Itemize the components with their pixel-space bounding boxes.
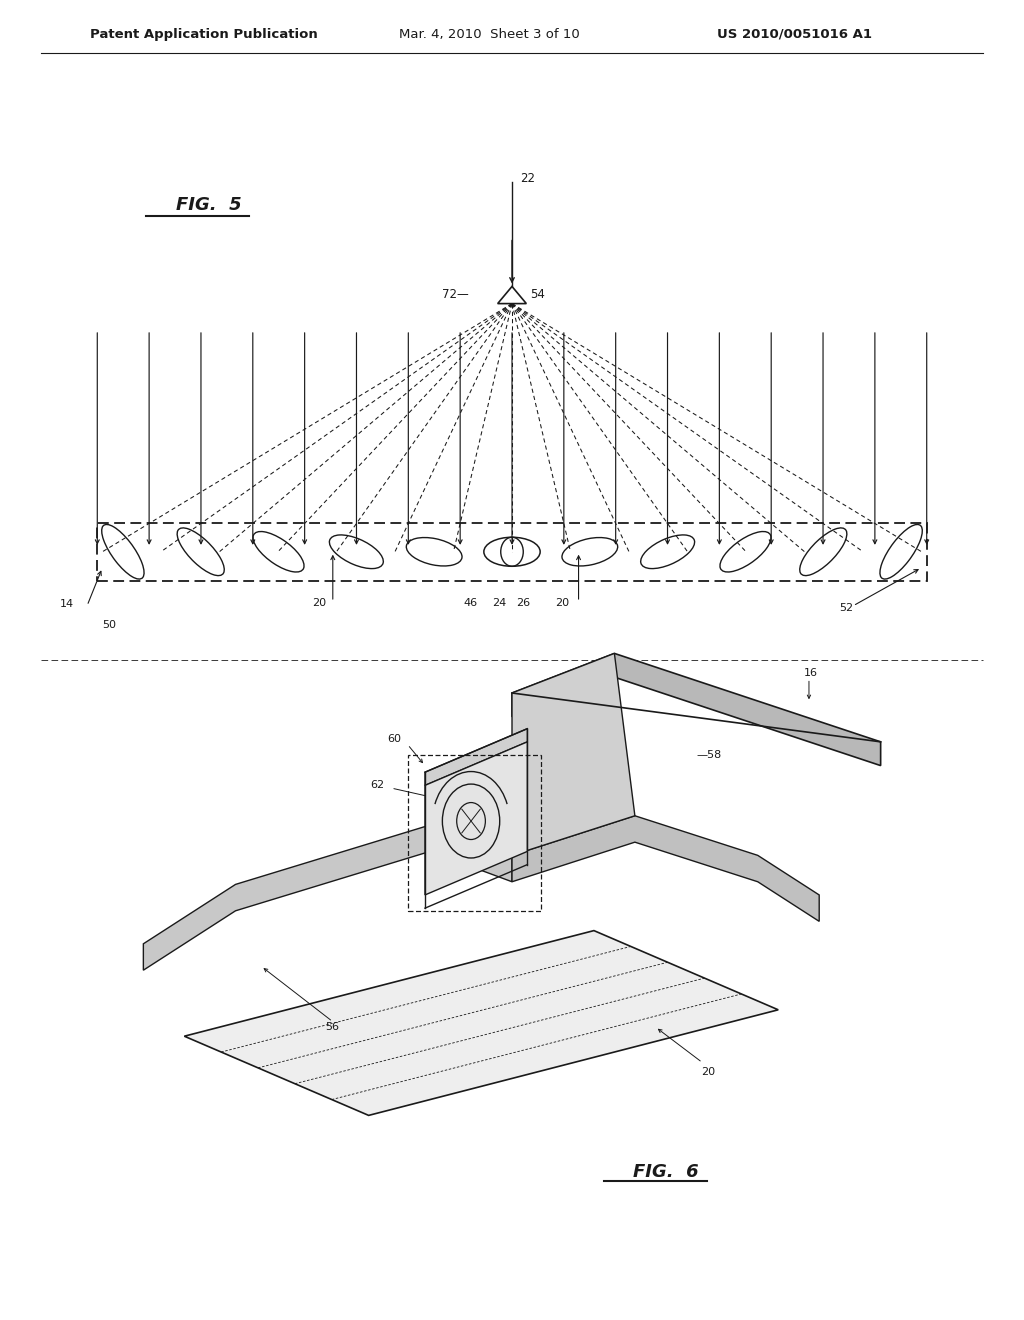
Text: 52: 52 [840, 603, 854, 614]
Text: 16: 16 [804, 668, 818, 678]
Text: 50: 50 [102, 620, 117, 631]
Polygon shape [143, 825, 512, 970]
Polygon shape [184, 931, 778, 1115]
Text: FIG.  5: FIG. 5 [176, 195, 242, 214]
Text: 72—: 72— [442, 288, 469, 301]
Bar [97, 523, 927, 581]
Polygon shape [425, 742, 527, 895]
Text: 24: 24 [493, 598, 507, 609]
Text: 46: 46 [464, 598, 478, 609]
Text: 56: 56 [326, 1022, 340, 1032]
Text: 22: 22 [520, 172, 536, 185]
Text: US 2010/0051016 A1: US 2010/0051016 A1 [717, 28, 871, 41]
Text: Mar. 4, 2010  Sheet 3 of 10: Mar. 4, 2010 Sheet 3 of 10 [399, 28, 581, 41]
Polygon shape [512, 653, 635, 855]
Polygon shape [512, 653, 881, 766]
Bar [408, 755, 541, 911]
Text: 54: 54 [530, 288, 546, 301]
Text: 26: 26 [516, 598, 530, 609]
Text: 60: 60 [387, 734, 401, 744]
Text: 62: 62 [371, 780, 385, 791]
Polygon shape [512, 816, 819, 921]
Text: Patent Application Publication: Patent Application Publication [90, 28, 317, 41]
Text: —58: —58 [696, 750, 722, 760]
Text: 20: 20 [555, 598, 569, 609]
Text: 14: 14 [59, 599, 74, 610]
Text: FIG.  6: FIG. 6 [633, 1163, 698, 1181]
Text: 20: 20 [312, 598, 327, 609]
Polygon shape [425, 729, 527, 785]
Text: 20: 20 [701, 1067, 716, 1077]
